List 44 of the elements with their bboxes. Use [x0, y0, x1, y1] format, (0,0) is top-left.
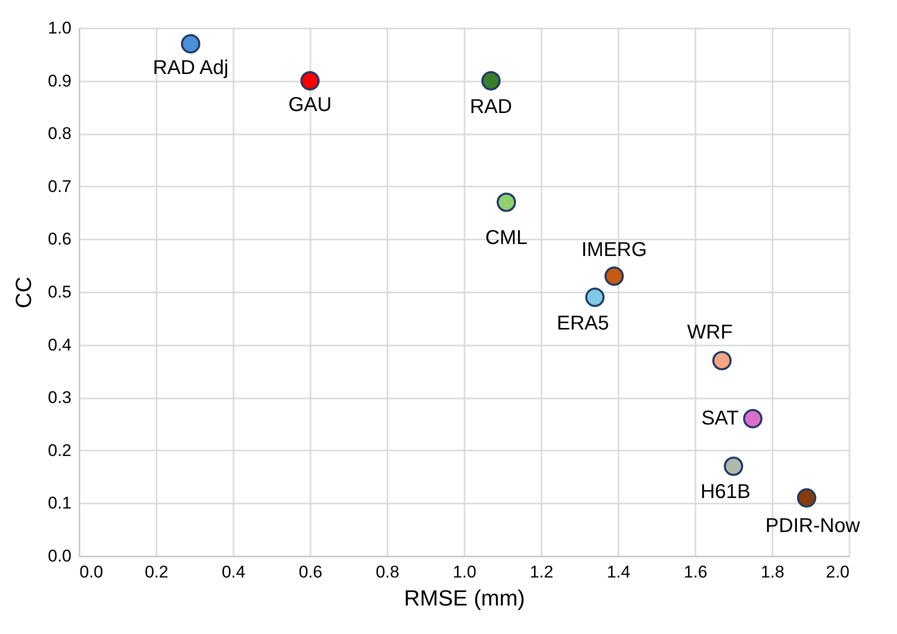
x-tick-label: 0.0 [80, 562, 104, 582]
series-label: RAD [470, 96, 512, 118]
x-tick-label: 1.8 [760, 562, 784, 582]
y-tick-label: 1.0 [48, 18, 72, 38]
x-tick-label: 1.2 [530, 562, 554, 582]
series-label: GAU [288, 94, 332, 116]
series-label: ERA5 [556, 312, 610, 334]
point [743, 409, 762, 428]
y-tick-label: 0.9 [48, 71, 72, 90]
y-tick-label: 0.7 [48, 176, 72, 196]
x-axis-title: RMSE (mm) [404, 586, 525, 610]
point [585, 288, 605, 307]
point [712, 350, 732, 370]
series-label: RAD Adj [152, 56, 228, 79]
point [604, 266, 624, 286]
point [180, 34, 200, 54]
point [481, 71, 501, 90]
y-tick-label: 0.5 [48, 282, 72, 302]
point [796, 488, 816, 508]
point [724, 456, 744, 476]
y-tick-label: 0.3 [48, 388, 72, 408]
x-tick-label: 1.6 [684, 562, 708, 582]
y-tick-label: 0.8 [48, 124, 72, 144]
y-axis-title: CC [10, 276, 36, 308]
point [300, 71, 320, 90]
y-tick-label: 0.4 [48, 335, 72, 354]
point [496, 192, 516, 212]
x-tick-label: 0.6 [298, 562, 322, 582]
series-label: SAT [701, 408, 739, 430]
x-tick-label: 1.4 [606, 562, 630, 582]
series-label: PDIR-Now [765, 514, 860, 537]
x-tick-label: 0.2 [144, 562, 168, 582]
series-label: H61B [700, 481, 751, 504]
x-tick-label: 0.8 [376, 562, 400, 582]
series-label: IMERG [581, 239, 647, 262]
y-tick-label: 0.2 [48, 440, 72, 460]
y-tick-label: 0.1 [48, 494, 72, 513]
y-tick-label: 0.6 [48, 230, 72, 249]
x-tick-label: 2.0 [826, 562, 850, 582]
x-tick-label: 1.0 [452, 562, 476, 582]
y-tick-label: 0.0 [48, 546, 72, 566]
series-label: WRF [687, 322, 733, 344]
series-label: CML [485, 227, 528, 250]
x-tick-label: 0.4 [222, 562, 246, 582]
